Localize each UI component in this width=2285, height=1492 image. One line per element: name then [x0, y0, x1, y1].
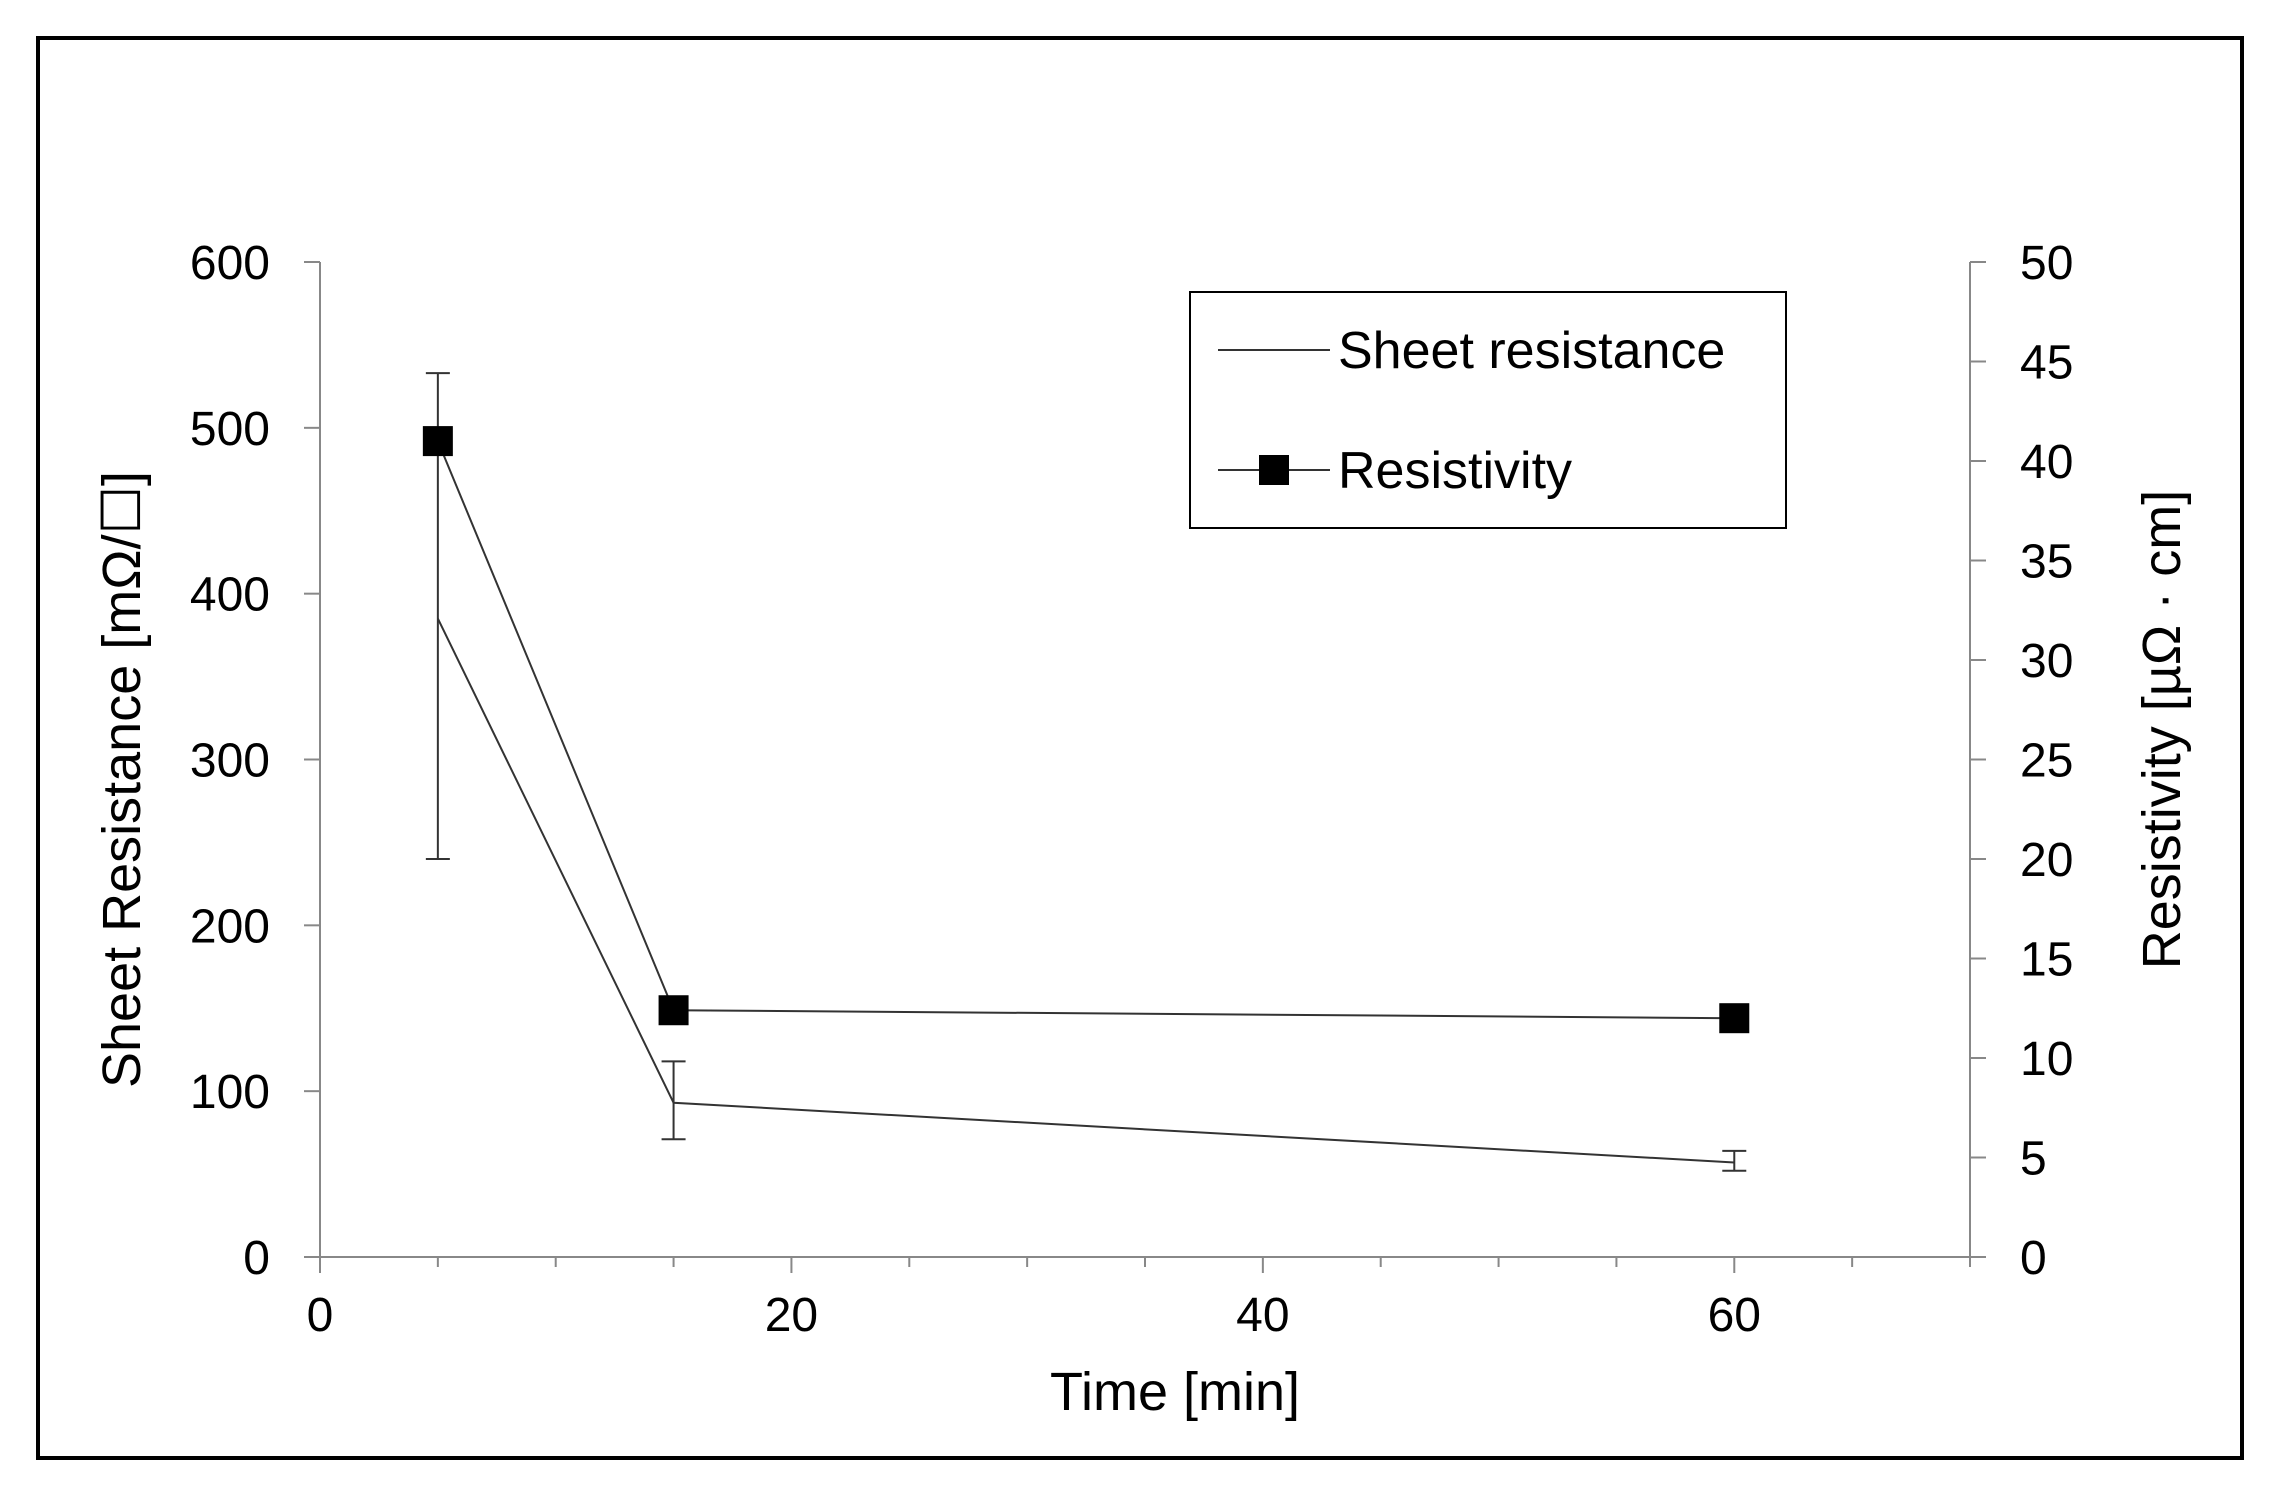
y-right-tick-label: 15	[2020, 934, 2073, 987]
x-tick-label: 20	[765, 1289, 818, 1342]
resistivity-marker	[1719, 1003, 1750, 1034]
legend-resistivity-marker	[1259, 455, 1289, 485]
y-left-tick-label: 300	[190, 735, 270, 788]
y-left-tick-label: 600	[190, 237, 270, 290]
y-right-tick-label: 40	[2020, 436, 2073, 489]
legend-box	[1189, 291, 1787, 529]
legend-resistivity-label: Resistivity	[1338, 442, 1572, 500]
x-axis-title: Time [min]	[1050, 1362, 1300, 1422]
y-left-tick-label: 0	[243, 1232, 270, 1285]
x-tick-label: 0	[307, 1289, 334, 1342]
y-left-tick-label: 200	[190, 900, 270, 953]
y-axis-right-title: Resistivity [µΩ · cm]	[2132, 490, 2192, 970]
y-left-tick-label: 500	[190, 403, 270, 456]
figure-frame	[36, 36, 2244, 1460]
y-right-tick-label: 20	[2020, 834, 2073, 887]
sheet-resistance-line	[436, 618, 1735, 1164]
y-right-tick-label: 50	[2020, 237, 2073, 290]
y-right-tick-label: 35	[2020, 536, 2073, 589]
y-right-tick-label: 25	[2020, 735, 2073, 788]
y-right-tick-label: 10	[2020, 1033, 2073, 1086]
x-tick-label: 40	[1236, 1289, 1289, 1342]
y-right-tick-label: 45	[2020, 337, 2073, 390]
y-left-tick-label: 400	[190, 569, 270, 622]
legend: Sheet resistance Resistivity	[1189, 291, 1787, 529]
resistivity-marker	[422, 426, 453, 457]
axes-group: 0100200300400500600051015202530354045500…	[92, 237, 2192, 1422]
legend-sheet-resistance-label: Sheet resistance	[1338, 322, 1725, 380]
resistivity-marker	[658, 995, 689, 1026]
y-right-tick-label: 30	[2020, 635, 2073, 688]
y-left-tick-label: 100	[190, 1066, 270, 1119]
series-group	[422, 372, 1750, 1172]
x-tick-label: 60	[1708, 1289, 1761, 1342]
y-right-tick-label: 5	[2020, 1133, 2047, 1186]
y-right-tick-label: 0	[2020, 1232, 2047, 1285]
y-axis-left-title: Sheet Resistance [mΩ/☐]	[92, 471, 152, 1088]
